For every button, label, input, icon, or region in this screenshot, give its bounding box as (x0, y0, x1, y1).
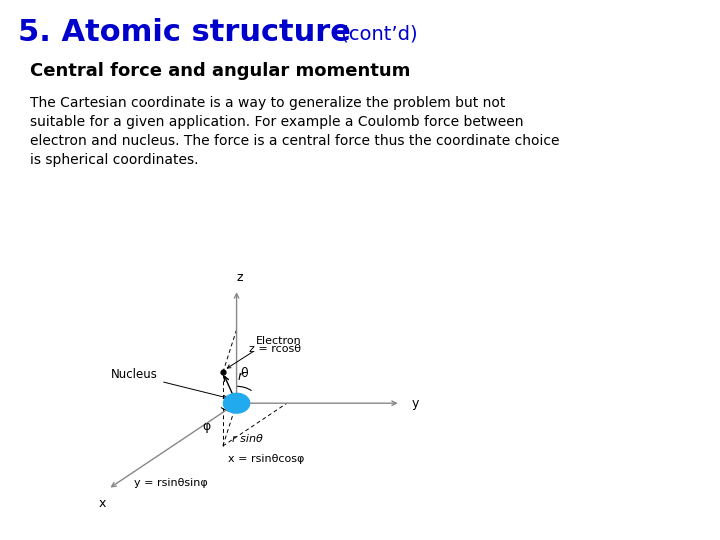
Text: θ: θ (240, 367, 248, 380)
Text: r sinθ: r sinθ (233, 435, 264, 444)
Text: The Cartesian coordinate is a way to generalize the problem but not: The Cartesian coordinate is a way to gen… (30, 96, 505, 110)
Text: 5. Atomic structure: 5. Atomic structure (18, 18, 351, 47)
Text: y: y (411, 397, 419, 410)
Text: r: r (238, 370, 243, 383)
Text: Central force and angular momentum: Central force and angular momentum (30, 62, 410, 80)
Text: Nucleus: Nucleus (112, 368, 227, 399)
Text: electron and nucleus. The force is a central force thus the coordinate choice: electron and nucleus. The force is a cen… (30, 134, 559, 148)
Text: x = rsinθcosφ: x = rsinθcosφ (228, 454, 304, 464)
Text: (cont’d): (cont’d) (335, 24, 418, 43)
Text: y = rsinθsinφ: y = rsinθsinφ (134, 477, 208, 488)
Text: φ: φ (202, 420, 211, 433)
Text: suitable for a given application. For example a Coulomb force between: suitable for a given application. For ex… (30, 115, 523, 129)
Text: is spherical coordinates.: is spherical coordinates. (30, 153, 199, 167)
Text: z = rcosθ: z = rcosθ (248, 344, 300, 354)
Text: Electron: Electron (256, 336, 302, 346)
Text: x: x (99, 497, 106, 510)
Text: z: z (236, 271, 243, 284)
Circle shape (223, 393, 250, 413)
